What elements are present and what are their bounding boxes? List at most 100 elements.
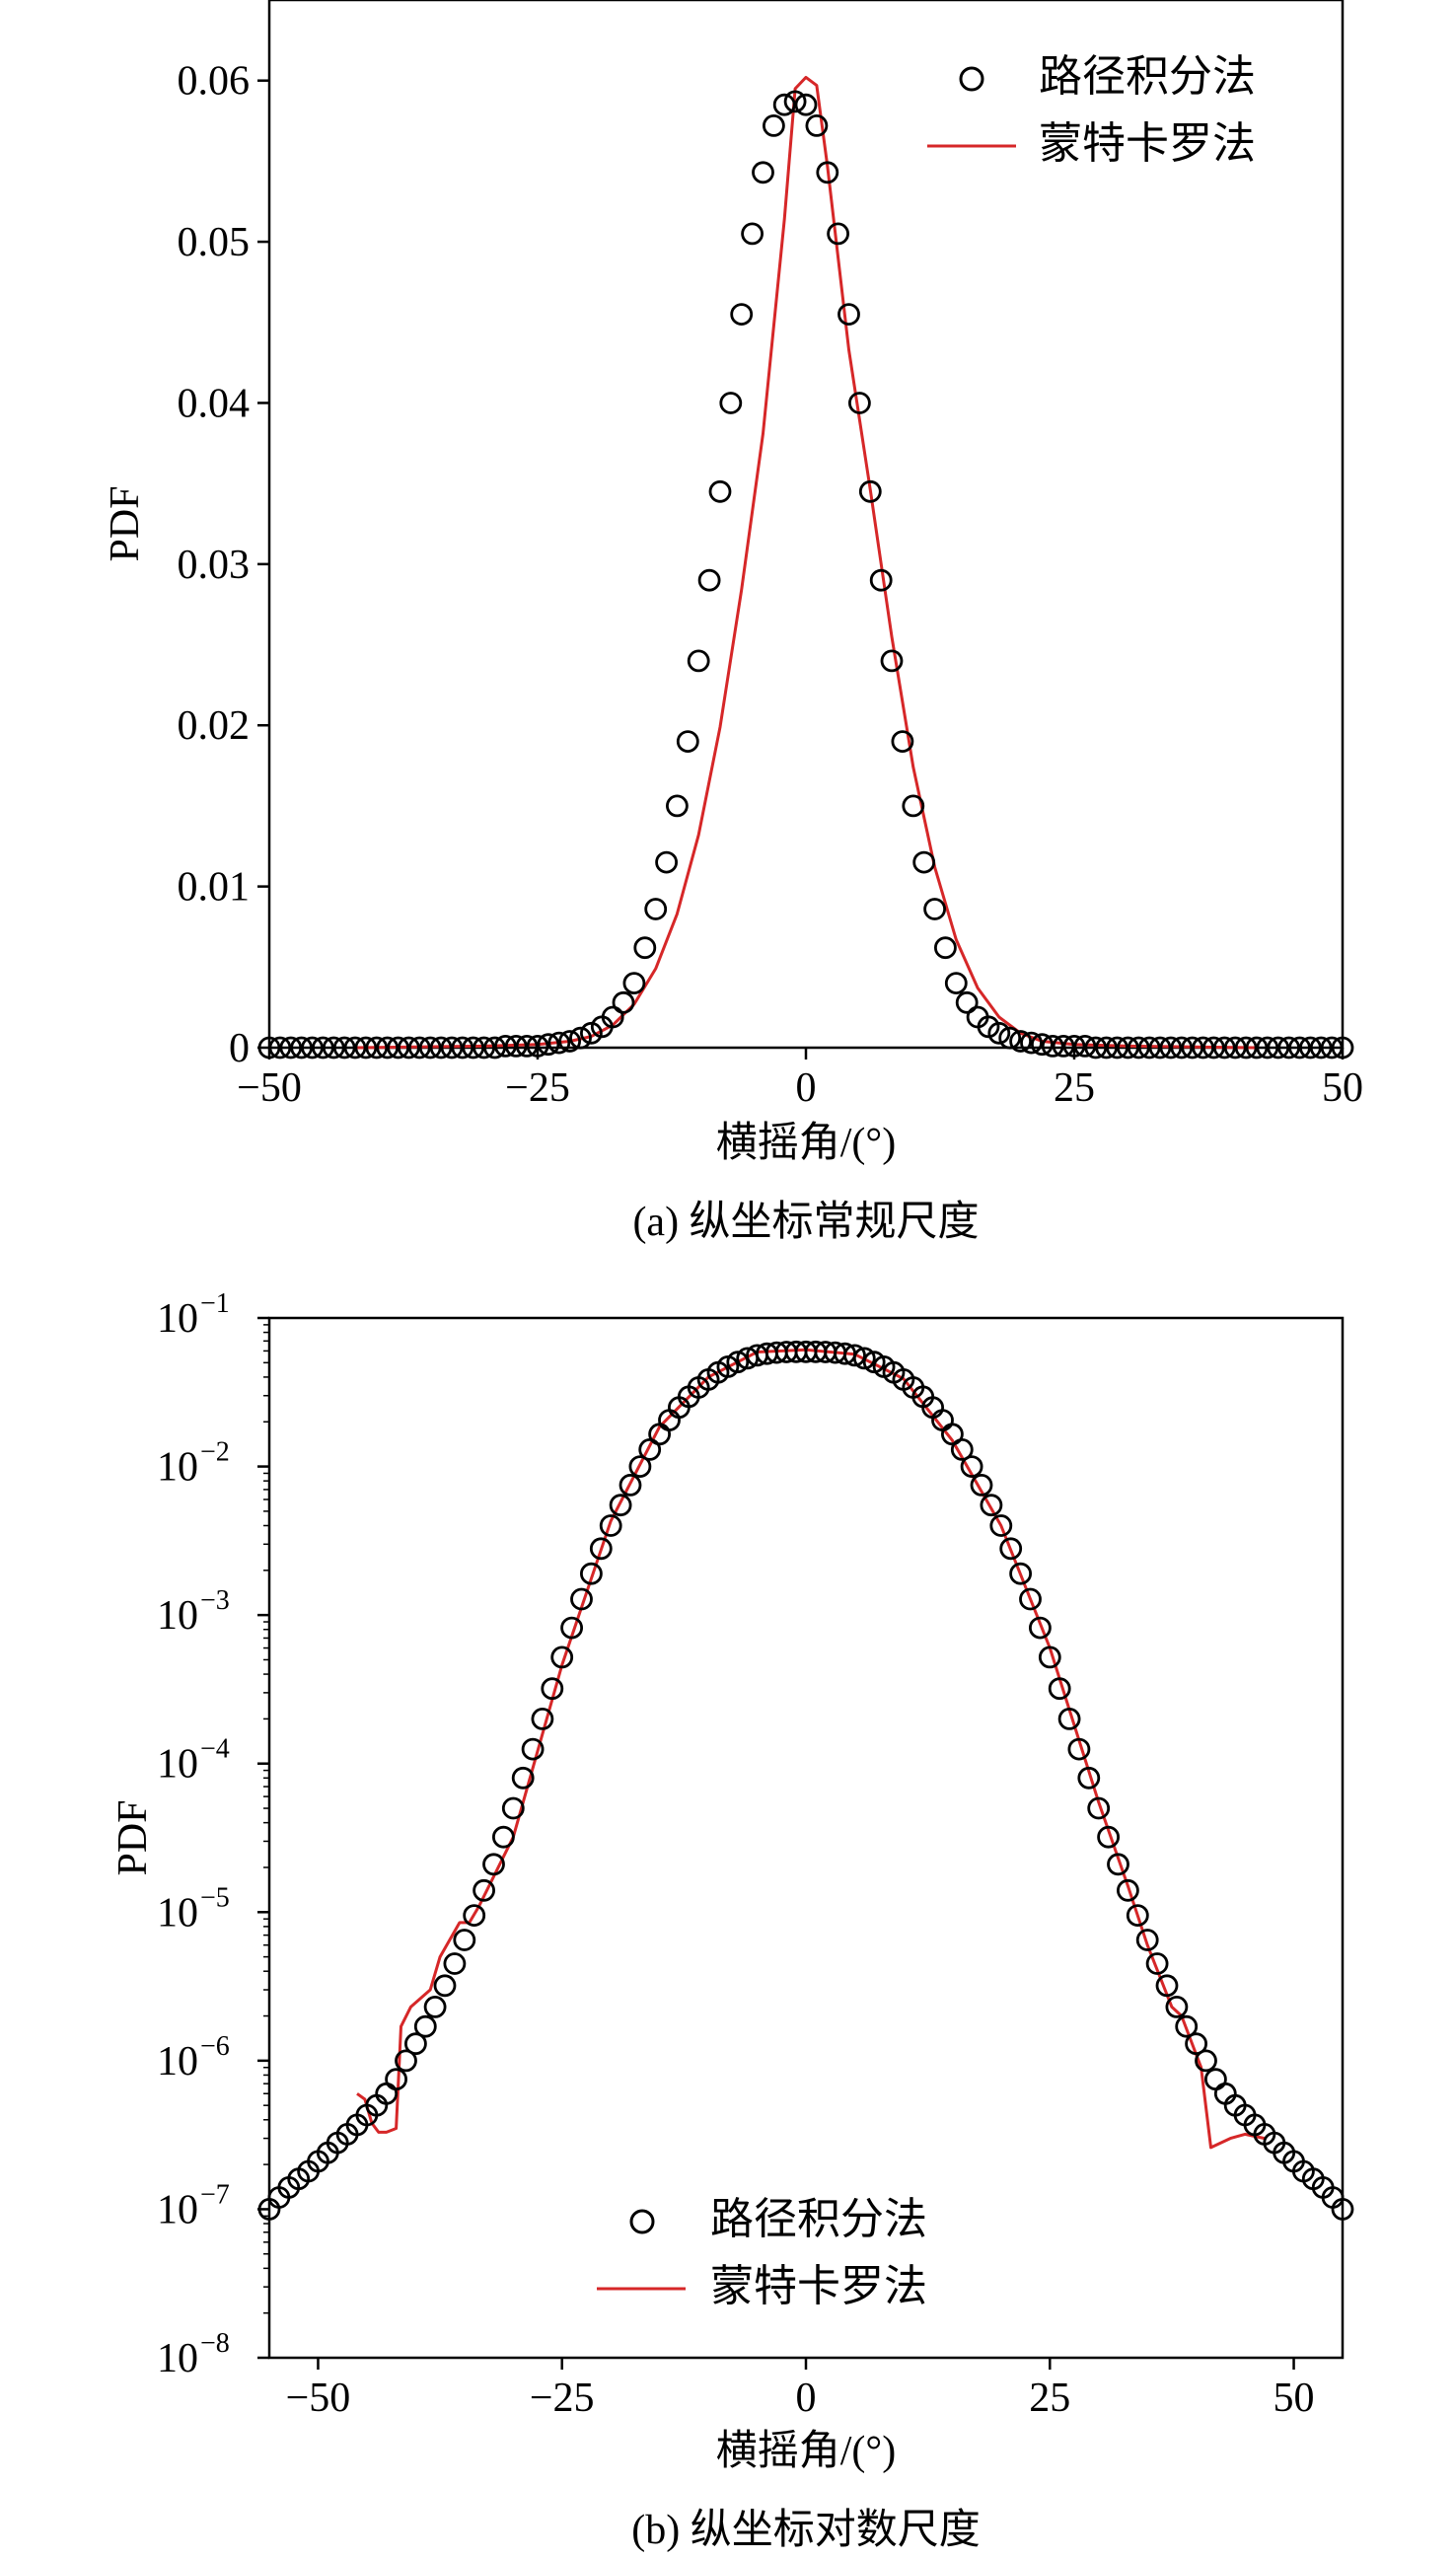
path-integral-point <box>944 972 968 994</box>
path-integral-point <box>463 1904 486 1927</box>
path-integral-point <box>805 114 829 137</box>
path-integral-point <box>858 479 882 503</box>
path-integral-point <box>531 1708 554 1730</box>
path-integral-point <box>429 1036 453 1060</box>
y-tick-label: 0.02 <box>178 703 251 749</box>
path-integral-point <box>1223 1036 1247 1060</box>
path-integral-point <box>794 93 818 116</box>
x-tick-label: 25 <box>1054 1065 1095 1111</box>
path-integral-point <box>580 1562 603 1585</box>
x-tick-label: −50 <box>286 2376 351 2421</box>
legend-marker-symbol <box>959 66 984 92</box>
path-integral-point <box>1009 1562 1032 1585</box>
path-integral-point <box>1155 1974 1179 1998</box>
path-integral-point <box>687 649 710 673</box>
y-tick-label: 10 <box>157 2039 198 2084</box>
path-integral-point <box>541 1677 564 1701</box>
path-integral-point <box>763 114 785 137</box>
series-markers <box>257 90 1354 1060</box>
legend-label-monte-carlo: 蒙特卡罗法 <box>1039 119 1256 168</box>
monte-carlo-curve <box>354 75 1258 1050</box>
path-integral-point <box>526 1035 549 1058</box>
path-integral-point <box>423 1996 447 2018</box>
panel-b-log-pdf-chart: 10−810−710−610−510−410−310−210−1 −50 −25 0… <box>110 1288 1354 2553</box>
path-integral-point <box>1029 1616 1052 1640</box>
path-integral-point <box>453 1929 476 1951</box>
legend: 路径积分法 蒙特卡罗法 <box>927 52 1256 168</box>
legend-label-path-integral: 路径积分法 <box>1039 52 1256 101</box>
path-integral-point <box>726 1351 750 1374</box>
path-integral-point <box>923 898 946 920</box>
path-integral-point <box>1117 1036 1139 1060</box>
path-integral-point <box>1234 1036 1258 1060</box>
path-integral-point <box>1048 1677 1071 1701</box>
path-integral-point <box>666 794 689 818</box>
path-integral-point <box>599 1514 622 1537</box>
path-integral-point <box>521 1737 545 1761</box>
path-integral-point <box>365 1036 389 1060</box>
path-integral-point <box>290 1036 314 1060</box>
path-integral-point <box>1267 1036 1290 1060</box>
path-integral-point <box>433 1974 457 1998</box>
path-integral-point <box>1020 1031 1043 1055</box>
path-integral-point <box>569 1026 592 1050</box>
path-integral-point <box>1202 1036 1225 1060</box>
path-integral-point <box>1127 1036 1150 1060</box>
path-integral-point <box>658 1409 681 1431</box>
path-integral-point <box>1277 1036 1300 1060</box>
path-integral-point <box>1159 1036 1183 1060</box>
path-integral-point <box>1057 1708 1081 1730</box>
y-tick-exponent: −7 <box>200 2179 230 2210</box>
path-integral-point <box>816 161 839 184</box>
x-axis-label: 横摇角/(°) <box>716 2429 896 2474</box>
path-integral-point <box>1031 1033 1054 1057</box>
y-axis: 0 0.01 0.02 0.03 0.04 0.05 0.06 <box>178 59 269 1071</box>
path-integral-point <box>1181 1036 1204 1060</box>
x-tick-label: 0 <box>796 1065 817 1111</box>
path-integral-point <box>1062 1035 1086 1058</box>
path-integral-point <box>397 1036 420 1060</box>
path-integral-point <box>504 1035 528 1058</box>
path-integral-point <box>515 1035 539 1058</box>
x-axis: −50 −25 0 25 50 <box>286 2358 1315 2421</box>
legend-marker-symbol <box>629 2209 655 2234</box>
y-tick-label: 0.05 <box>178 220 251 265</box>
y-tick-label: 0 <box>229 1026 250 1071</box>
x-tick-label: 0 <box>796 2376 817 2421</box>
x-tick-label: −25 <box>530 2376 595 2421</box>
path-integral-point <box>1195 2049 1217 2073</box>
path-integral-point <box>912 850 936 874</box>
y-tick-label: 0.03 <box>178 543 251 588</box>
legend: 路径积分法 蒙特卡罗法 <box>597 2195 927 2310</box>
y-tick-exponent: −6 <box>200 2031 230 2062</box>
y-tick-label: 10 <box>157 1296 198 1342</box>
path-integral-point <box>376 1036 400 1060</box>
path-integral-point <box>1095 1036 1118 1060</box>
path-integral-point <box>1204 2068 1227 2091</box>
panel-caption: (b) 纵坐标对数尺度 <box>631 2508 980 2553</box>
path-integral-point <box>1077 1766 1101 1790</box>
path-integral-point <box>418 1036 442 1060</box>
path-integral-point <box>560 1616 583 1640</box>
path-integral-point <box>1106 1036 1128 1060</box>
path-integral-point <box>403 2032 427 2056</box>
path-integral-point <box>322 1036 345 1060</box>
path-integral-point <box>644 898 668 920</box>
monte-carlo-curve <box>356 1348 1266 2150</box>
y-axis-label: PDF <box>103 485 148 561</box>
path-integral-point <box>1170 1036 1194 1060</box>
path-integral-point <box>1212 1036 1236 1060</box>
path-integral-point <box>1117 1878 1139 1902</box>
path-integral-point <box>1107 1853 1129 1876</box>
y-tick-exponent: −3 <box>200 1585 230 1616</box>
x-tick-label: −25 <box>505 1065 570 1111</box>
y-axis-label: PDF <box>110 1799 156 1875</box>
path-integral-point <box>880 649 904 673</box>
path-integral-point <box>1331 1036 1354 1060</box>
path-integral-point <box>491 1825 515 1849</box>
path-integral-point <box>537 1033 560 1057</box>
path-integral-point <box>619 1474 642 1497</box>
path-integral-point <box>622 972 646 994</box>
path-integral-point <box>719 392 743 414</box>
